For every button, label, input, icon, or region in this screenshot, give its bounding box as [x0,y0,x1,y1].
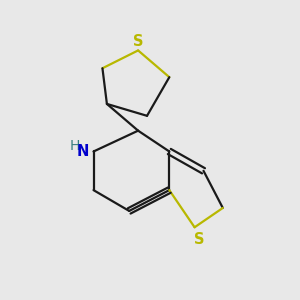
Text: S: S [194,232,204,247]
Text: S: S [133,34,143,49]
Text: N: N [77,144,89,159]
Text: H: H [70,139,80,153]
